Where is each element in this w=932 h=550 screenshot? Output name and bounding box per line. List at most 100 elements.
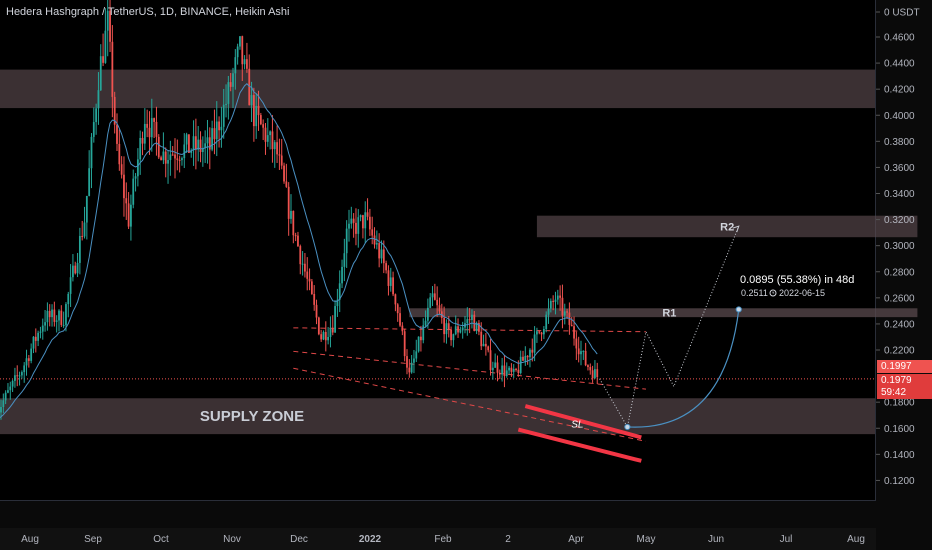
supply-zone-label: SUPPLY ZONE	[200, 408, 304, 425]
clock-icon	[769, 289, 777, 297]
candle-body	[473, 314, 476, 331]
candle-body	[415, 351, 418, 359]
candle-body	[594, 369, 596, 379]
y-tick-label: 0.2400	[884, 319, 915, 330]
candle-body	[252, 95, 255, 127]
candle-body	[62, 324, 65, 326]
candle-body	[408, 367, 411, 373]
y-tick-label: 0.3600	[884, 163, 915, 174]
candle-body	[160, 157, 162, 161]
candle-body	[498, 372, 501, 375]
upper-zone-rect	[0, 69, 875, 109]
candle-body	[53, 309, 56, 322]
candle-body	[136, 159, 139, 177]
candle-body	[169, 154, 172, 161]
x-tick-label: May	[637, 534, 656, 545]
candle-body	[148, 127, 151, 138]
x-tick-label: Nov	[223, 534, 241, 545]
candle-body	[146, 123, 149, 128]
candle-body	[76, 262, 79, 274]
candle-body	[403, 331, 406, 357]
candle-body	[589, 367, 592, 371]
candle-body	[396, 304, 399, 314]
candle-body	[364, 212, 367, 229]
candle-body	[496, 362, 499, 373]
candle-body	[475, 322, 478, 331]
candle-body	[111, 41, 114, 97]
candle-body	[345, 228, 348, 254]
candle-body	[461, 327, 464, 331]
candle-body	[554, 299, 557, 302]
x-tick-label: Dec	[290, 534, 308, 545]
projection-arrowhead	[732, 225, 740, 233]
candle-body	[310, 281, 313, 294]
candle-body	[596, 369, 599, 378]
x-tick-label: Jun	[708, 534, 724, 545]
R2-rect	[536, 215, 918, 238]
y-tick-label: 0.2800	[884, 267, 915, 278]
candle-body	[60, 310, 63, 325]
candle-body	[81, 235, 84, 237]
candle-body	[401, 325, 404, 332]
candle-body	[484, 343, 487, 347]
x-tick-label: Feb	[434, 534, 452, 545]
candle-body	[271, 131, 274, 150]
candle-body	[243, 59, 246, 65]
candle-body	[359, 215, 362, 218]
candle-body	[313, 293, 316, 305]
candle-body	[517, 369, 520, 374]
candle-body	[584, 350, 587, 366]
candle-body	[482, 343, 485, 347]
candle-body	[459, 330, 462, 333]
candle-body	[559, 295, 562, 298]
candle-body	[46, 310, 49, 323]
candle-body	[51, 309, 53, 318]
candle-body	[387, 270, 390, 286]
candle-body	[287, 186, 290, 219]
candle-body	[380, 249, 383, 259]
projection-path	[599, 225, 740, 429]
candle-body	[127, 203, 130, 227]
candle-body	[266, 135, 269, 142]
candle-body	[422, 325, 425, 341]
candle-body	[97, 90, 100, 109]
measurement-change-text: 0.0895 (55.38%) in 48d	[740, 274, 854, 286]
candle-body	[399, 313, 401, 326]
candle-body	[262, 124, 265, 128]
candle-body	[545, 314, 548, 329]
candle-body	[410, 362, 413, 373]
candle-body	[355, 222, 357, 234]
candle-body	[471, 314, 473, 321]
candle-body	[299, 246, 302, 265]
candle-body	[90, 136, 93, 169]
candle-body	[174, 154, 176, 159]
candle-body	[181, 158, 183, 161]
candle-body	[582, 350, 585, 352]
candle-body	[443, 317, 446, 335]
x-tick-label: Aug	[847, 534, 865, 545]
candle-body	[20, 372, 23, 376]
y-tick-label: 0.2600	[884, 293, 915, 304]
candle-body	[366, 212, 369, 217]
candle-body	[106, 10, 109, 31]
candle-body	[225, 103, 227, 105]
measurement-end-point	[735, 306, 742, 313]
y-tick-label: 0.1400	[884, 450, 915, 461]
candle-body	[109, 10, 111, 42]
candle-body	[208, 137, 211, 150]
candle-body	[320, 334, 323, 340]
candle-body	[508, 367, 510, 371]
candle-body	[255, 105, 258, 127]
candle-body	[327, 336, 330, 341]
R1-rect	[409, 308, 918, 318]
candle-body	[92, 122, 95, 137]
y-tick-label: 0.3400	[884, 189, 915, 200]
clock-icon-hands	[772, 291, 775, 294]
moving-average-line	[0, 82, 598, 418]
candle-body	[246, 59, 248, 69]
candle-body	[385, 263, 388, 271]
candle-body	[130, 204, 132, 227]
candle-body	[503, 365, 506, 376]
